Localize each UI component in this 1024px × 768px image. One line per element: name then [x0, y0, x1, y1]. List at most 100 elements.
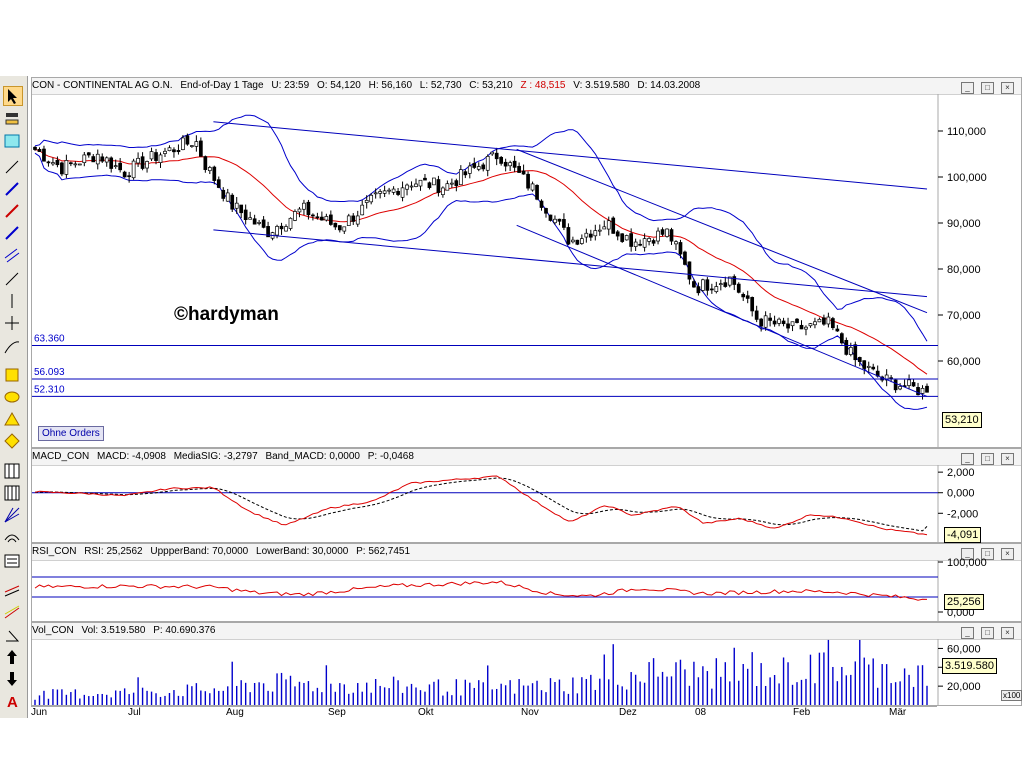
maximize-icon[interactable]: □	[981, 453, 994, 465]
candle-body	[320, 216, 324, 221]
maximize-icon[interactable]: □	[981, 548, 994, 560]
candle-body	[436, 179, 441, 193]
candle-body	[414, 183, 418, 187]
moving-average-line	[34, 149, 928, 375]
candle-body	[741, 293, 746, 298]
fibonacci-tool-icon[interactable]	[3, 462, 23, 482]
sell-arrow-icon[interactable]	[3, 670, 23, 690]
candle-body	[736, 283, 741, 293]
minimize-icon[interactable]: _	[961, 548, 974, 560]
crosshair-tool-icon[interactable]	[3, 314, 23, 334]
maximize-icon[interactable]: □	[981, 82, 994, 94]
pointer-tool-icon[interactable]	[3, 86, 23, 106]
macd-pane[interactable]: MACD_CON MACD: -4,0908 MediaSIG: -3,2797…	[31, 448, 1022, 543]
candle-body	[651, 240, 656, 244]
channel-tool-icon[interactable]	[3, 224, 23, 244]
diamond-tool-icon[interactable]	[3, 432, 23, 452]
candle-body	[302, 202, 306, 210]
triangle-tool-icon[interactable]	[3, 410, 23, 430]
close-icon[interactable]: ×	[1001, 453, 1014, 465]
gann-fan-icon[interactable]	[3, 506, 23, 526]
candle-body	[158, 154, 163, 163]
candle-body	[907, 379, 911, 386]
symbol-name: CON - CONTINENTAL AG O.N.	[32, 80, 173, 91]
candle-body	[799, 324, 804, 330]
candle-body	[718, 283, 723, 286]
zoom-box-icon[interactable]	[3, 132, 23, 152]
text-label-icon[interactable]: A	[3, 692, 23, 712]
candle-body	[508, 162, 512, 167]
text-box-icon[interactable]	[3, 552, 23, 572]
regression-tool-icon[interactable]	[3, 604, 23, 624]
candle-body	[454, 180, 459, 186]
minimize-icon[interactable]: _	[961, 627, 974, 639]
cursor-crosshair-icon[interactable]	[3, 110, 23, 130]
rsi-chart-canvas[interactable]: 100,000 0,000	[32, 544, 1021, 621]
angle-tool-icon[interactable]	[3, 626, 23, 646]
buy-arrow-icon[interactable]	[3, 648, 23, 668]
rectangle-tool-icon[interactable]	[3, 366, 23, 386]
line-tool-icon[interactable]	[3, 158, 23, 178]
candle-body	[405, 184, 409, 190]
channel-arrows-icon[interactable]	[3, 582, 23, 602]
volume-pane[interactable]: Vol_CON Vol: 3.519.580 P: 40.690.376 _ □ ×…	[31, 622, 1022, 706]
rsi-pane[interactable]: RSI_CON RSI: 25,2562 UppperBand: 70,0000…	[31, 543, 1022, 622]
price-pane[interactable]: CON - CONTINENTAL AG O.N. End-of-Day 1 T…	[31, 77, 1022, 448]
candle-body	[723, 282, 728, 287]
candle-body	[692, 281, 696, 288]
candle-body	[606, 220, 611, 230]
rsi-lower-band: LowerBand: 30,0000	[256, 546, 349, 557]
close-icon[interactable]: ×	[1001, 627, 1014, 639]
rsi-p-value: P: 562,7451	[356, 546, 411, 557]
ohne-orders-button[interactable]: Ohne Orders	[38, 426, 104, 441]
price-chart-canvas[interactable]: 110,000 100,000 90,000 80,000 70,000 60,000 63…	[32, 78, 1021, 447]
candle-body	[122, 171, 127, 178]
minimize-icon[interactable]: _	[961, 453, 974, 465]
cycle-tool-icon[interactable]	[3, 528, 23, 548]
candle-body	[445, 183, 450, 191]
grid-tool-icon[interactable]	[3, 484, 23, 504]
volume-tick-label: 60,000	[947, 643, 981, 655]
candle-body	[781, 320, 786, 325]
rsi-tick-label: 0,000	[947, 607, 975, 619]
close-icon[interactable]: ×	[1001, 82, 1014, 94]
volume-pane-header: Vol_CON Vol: 3.519.580 P: 40.690.376 _ □ ×	[32, 623, 1021, 640]
ray-tool-icon[interactable]	[3, 202, 23, 222]
candle-body	[499, 156, 504, 164]
maximize-icon[interactable]: □	[981, 627, 994, 639]
candle-body	[848, 347, 853, 355]
vertical-line-icon[interactable]	[3, 292, 23, 312]
time-axis-label: Mär	[889, 707, 907, 718]
curve-tool-icon[interactable]	[3, 338, 23, 358]
rsi-line	[34, 580, 928, 601]
price-tick-label: 90,000	[947, 218, 981, 230]
candle-body	[772, 320, 777, 325]
candle-body	[701, 279, 705, 291]
macd-pane-header: MACD_CON MACD: -4,0908 MediaSIG: -3,2797…	[32, 449, 1021, 466]
trendline-tool-icon[interactable]	[3, 180, 23, 200]
candle-body	[795, 318, 799, 323]
candle-body	[490, 151, 495, 155]
candle-body	[288, 217, 293, 229]
candle-body	[575, 239, 580, 245]
candle-body	[207, 167, 212, 172]
close-icon[interactable]: ×	[1001, 548, 1014, 560]
candle-body	[620, 233, 625, 242]
rsi-last-value-badge: 25,256	[944, 594, 984, 610]
time-axis-label: Jun	[31, 707, 48, 718]
candle-body	[494, 152, 499, 160]
candle-body	[324, 216, 329, 221]
time-axis-label: Sep	[328, 707, 346, 718]
candle-body	[777, 318, 781, 324]
candle-body	[826, 316, 831, 325]
parallel-lines-icon[interactable]	[3, 246, 23, 266]
arrow-tool-icon[interactable]	[3, 270, 23, 290]
ellipse-tool-icon[interactable]	[3, 388, 23, 408]
candle-body	[441, 187, 445, 196]
macd-chart-canvas[interactable]: 2,000 0,000 -2,000	[32, 449, 1021, 542]
candle-body	[248, 217, 253, 220]
time-axis-label: Nov	[521, 707, 539, 718]
minimize-icon[interactable]: _	[961, 82, 974, 94]
trendline-upper-long	[213, 121, 928, 190]
